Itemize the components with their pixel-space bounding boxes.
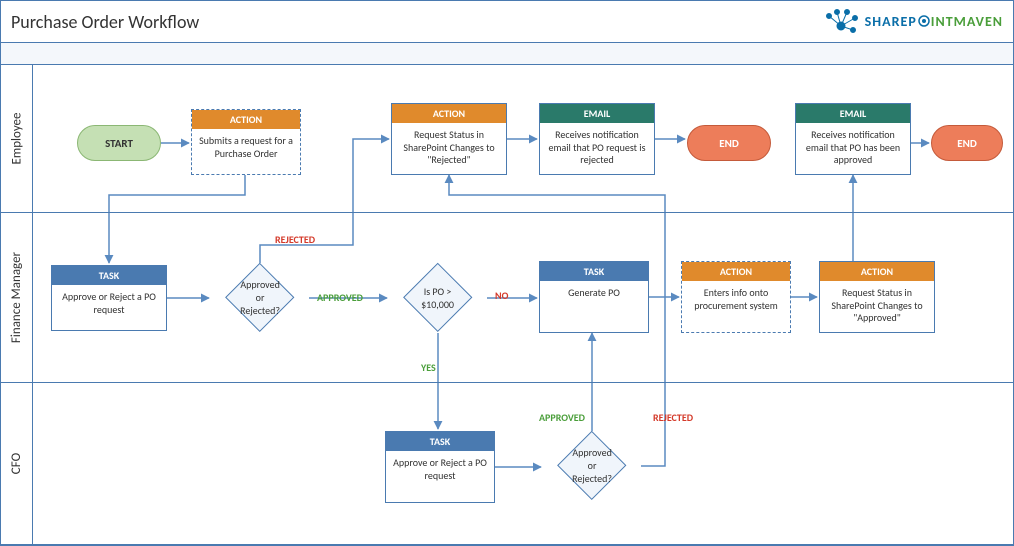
- node-a4: ACTIONRequest Status in SharePoint Chang…: [819, 261, 935, 333]
- header-spacer: [1, 43, 1013, 65]
- edge-label-approved1: APPROVED: [317, 291, 363, 304]
- edge-label-approved2: APPROVED: [539, 411, 585, 424]
- node-body: Receives notification email that PO has …: [796, 123, 910, 173]
- node-header: ACTION: [820, 262, 934, 281]
- node-body: Request Status in SharePoint Changes to …: [392, 123, 506, 173]
- title-bar: Purchase Order Workflow SHAREPINTMAVEN: [1, 1, 1013, 43]
- node-header: ACTION: [682, 262, 790, 281]
- node-body: Request Status in SharePoint Changes to …: [820, 281, 934, 331]
- node-header: TASK: [386, 432, 494, 451]
- swimlane-body: EmployeeFinance ManagerCFO STARTACTIONSu…: [1, 65, 1013, 545]
- node-a1: ACTIONSubmits a request for a Purchase O…: [191, 109, 301, 175]
- node-t3: TASKApprove or Reject a PO request: [385, 431, 495, 503]
- lane-labels-column: EmployeeFinance ManagerCFO: [1, 65, 33, 545]
- lane-row-cfo: [33, 383, 1013, 545]
- node-a2: ACTIONRequest Status in SharePoint Chang…: [391, 103, 507, 175]
- diagram-canvas: STARTACTIONSubmits a request for a Purch…: [33, 65, 1013, 545]
- node-e1: EMAILReceives notification email that PO…: [539, 103, 655, 175]
- node-a3: ACTIONEnters info onto procurement syste…: [681, 261, 791, 333]
- node-body: Enters info onto procurement system: [682, 281, 790, 318]
- logo-text: SHAREPINTMAVEN: [865, 13, 1003, 30]
- node-start: START: [77, 125, 161, 161]
- node-header: EMAIL: [796, 104, 910, 123]
- edge-label-rejected1: REJECTED: [275, 233, 315, 246]
- node-end2: END: [931, 125, 1003, 161]
- workflow-frame: Purchase Order Workflow SHAREPINTMAVEN E…: [0, 0, 1014, 546]
- brand-logo: SHAREPINTMAVEN: [821, 8, 1003, 36]
- node-header: TASK: [52, 266, 166, 285]
- node-header: EMAIL: [540, 104, 654, 123]
- node-e2: EMAILReceives notification email that PO…: [795, 103, 911, 175]
- node-body: Generate PO: [540, 281, 648, 306]
- page-title: Purchase Order Workflow: [11, 11, 199, 33]
- node-t2: TASKGenerate PO: [539, 261, 649, 333]
- edge-label-yes: YES: [421, 361, 436, 374]
- edge-label-no: NO: [495, 289, 508, 302]
- node-body: Approve or Reject a PO request: [52, 285, 166, 322]
- logo-target-icon: [917, 14, 931, 28]
- lane-label-finance: Finance Manager: [1, 213, 33, 383]
- edge-label-rejected2: REJECTED: [653, 411, 693, 424]
- node-d2: Is PO > $10,000: [389, 263, 487, 333]
- node-d1: Approved or Rejected?: [211, 263, 309, 333]
- node-body: Submits a request for a Purchase Order: [192, 129, 300, 166]
- logo-network-icon: [821, 8, 861, 36]
- node-end1: END: [687, 125, 771, 161]
- node-t1: TASKApprove or Reject a PO request: [51, 265, 167, 331]
- lane-label-employee: Employee: [1, 65, 33, 213]
- node-body: Receives notification email that PO requ…: [540, 123, 654, 173]
- node-header: ACTION: [192, 110, 300, 129]
- node-header: ACTION: [392, 104, 506, 123]
- lane-label-cfo: CFO: [1, 383, 33, 545]
- node-body: Approve or Reject a PO request: [386, 451, 494, 488]
- node-d3: Approved or Rejected?: [543, 431, 641, 501]
- node-header: TASK: [540, 262, 648, 281]
